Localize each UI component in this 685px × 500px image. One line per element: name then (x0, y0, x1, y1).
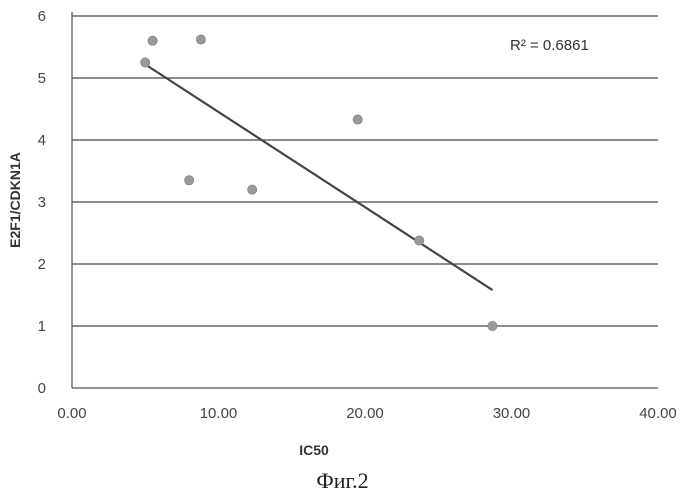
y-tick-label: 5 (38, 70, 46, 87)
y-tick-label: 6 (38, 8, 46, 25)
y-tick-label: 0 (38, 380, 46, 397)
y-tick-label: 1 (38, 318, 46, 335)
y-axis-label: E2F1/CDKN1A (7, 152, 23, 248)
data-point (185, 176, 194, 185)
y-tick-label: 4 (38, 132, 46, 149)
y-tick-labels: 0 1 2 3 4 5 6 (38, 8, 46, 397)
data-point (353, 115, 362, 124)
data-point (415, 236, 424, 245)
data-point (148, 36, 157, 45)
x-tick-label: 20.00 (346, 405, 384, 422)
grid-lines (72, 16, 658, 326)
data-point (141, 58, 150, 67)
data-points (141, 35, 497, 331)
data-point (248, 185, 257, 194)
x-tick-label: 10.00 (200, 405, 238, 422)
r-squared-annotation: R² = 0.6861 (510, 37, 589, 54)
y-tick-label: 3 (38, 194, 46, 211)
y-tick-label: 2 (38, 256, 46, 273)
x-tick-label: 40.00 (639, 405, 677, 422)
x-tick-labels: 0.00 10.00 20.00 30.00 40.00 (57, 405, 676, 422)
x-axis-label: IC50 (299, 442, 329, 458)
figure-caption: Фиг.2 (0, 468, 685, 494)
x-tick-label: 0.00 (57, 405, 86, 422)
data-point (196, 35, 205, 44)
x-tick-label: 30.00 (493, 405, 531, 422)
trendline (145, 64, 492, 290)
data-point (488, 321, 497, 330)
